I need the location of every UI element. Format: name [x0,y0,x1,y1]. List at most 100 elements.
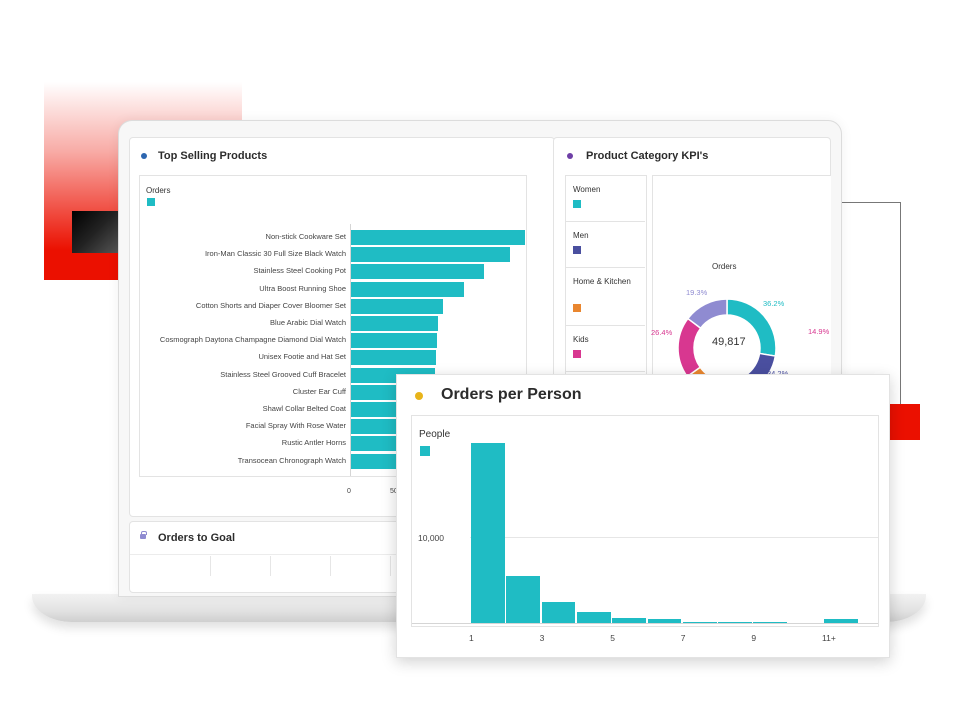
legend-label: Home & Kitchen [573,277,631,286]
legend-label-orders: Orders [146,186,171,195]
lock-icon [140,534,146,539]
legend-label: Men [573,231,589,240]
bar-category-label: Shawl Collar Belted Coat [262,404,346,413]
lock-shackle [141,531,147,535]
decorative-black-square [72,211,118,253]
bar[interactable] [351,264,484,280]
donut-center-value: 49,817 [712,336,746,348]
x-tick-label: 1 [469,633,474,643]
histogram-bar[interactable] [682,621,717,623]
x-tick-label: 3 [539,633,545,643]
goal-cell [390,556,391,576]
x-tick-label: 5 [610,633,615,643]
bar-category-label: Stainless Steel Cooking Pot [253,266,346,276]
y-tick-10000: 10,000 [418,533,444,543]
product-kpi-title: Product Category KPI's [586,150,709,162]
x-tick-label: 11+ [822,633,836,643]
donut-slice[interactable] [686,298,728,330]
bar-row[interactable]: Cosmograph Daytona Champagne Diamond Dia… [140,332,526,349]
histogram-bar[interactable] [612,617,646,623]
legend-label-people: People [419,429,451,440]
x-tick-0: 0 [347,488,351,495]
legend-label: Kids [573,335,589,344]
histogram-bar[interactable] [753,622,788,623]
histogram-x-ticks: 1 3 5 7 9 11+ [469,633,877,647]
legend-item-women[interactable]: Women [566,176,645,222]
bar[interactable] [351,333,437,349]
histogram-bar[interactable] [718,622,752,623]
bar-category-label: Cluster Ear Cuff [292,386,346,396]
x-tick-label: 7 [680,633,686,643]
donut-label-men: 34.2% [767,369,788,378]
legend-swatch-orders [147,198,155,206]
bar[interactable] [351,350,436,366]
histogram-bar[interactable] [647,619,682,623]
histogram-bar[interactable] [824,618,858,623]
decorative-red-square [888,404,920,440]
legend-swatch [573,246,581,254]
top-selling-bars: Non-stick Cookware Set Iron-Man Classic 3… [140,229,526,474]
histogram-baseline [412,623,878,624]
bar-category-label: Cosmograph Daytona Champagne Diamond Dia… [159,335,346,345]
histogram-bar[interactable] [506,575,541,623]
goal-cell [330,556,331,576]
histogram-bars [470,416,878,625]
bar-category-label: Rustic Antler Horns [281,438,346,448]
donut-label-kids: 26.4% [651,328,673,337]
bar-category-label: Blue Arabic Dial Watch [269,318,346,327]
histogram-area: People 10,000 [411,415,879,627]
histogram-bar[interactable] [541,602,576,623]
orders-to-goal-title: Orders to Goal [158,532,236,544]
gridline-10000 [470,537,878,538]
legend-swatch [573,200,581,208]
bar-category-label: Unisex Footie and Hat Set [258,352,346,362]
donut-label-women: 36.2% [763,299,785,308]
decorative-connector-line [838,202,901,413]
bar-category-label: Iron-Man Classic 30 Full Size Black Watc… [204,249,346,259]
donut-slice[interactable] [677,317,702,378]
bar-row[interactable]: Iron-Man Classic 30 Full Size Black Watc… [140,246,526,263]
bars-axis-line [350,224,351,476]
bar-category-label: Stainless Steel Grooved Cuff Bracelet [220,369,346,379]
donut-label-other: 19.3% [686,288,708,297]
kpi-legend: Women Men Home & Kitchen Kids [565,175,647,439]
legend-item-kids[interactable]: Kids [566,326,645,372]
histogram-bar[interactable] [471,442,505,623]
goal-cell [270,556,271,576]
bar[interactable] [351,247,510,263]
top-selling-title: Top Selling Products [158,150,268,162]
legend-swatch [573,304,581,312]
legend-item-men[interactable]: Men [566,222,645,268]
bar-row[interactable]: Unisex Footie and Hat Set [140,349,526,366]
x-tick-50: 50 [390,488,398,495]
legend-swatch-people [420,446,430,456]
bar-category-label: Non-stick Cookware Set [265,232,346,241]
dot-icon [141,153,147,159]
bar-row[interactable]: Stainless Steel Cooking Pot [140,263,526,280]
histogram-bar[interactable] [576,612,611,623]
bar-category-label: Ultra Boost Running Shoe [259,283,346,293]
bar[interactable] [351,298,443,314]
donut-label-outside: 14.9% [808,327,830,336]
legend-item-home-kitchen[interactable]: Home & Kitchen [566,268,645,326]
bar[interactable] [351,230,525,245]
bar[interactable] [351,316,438,331]
legend-label: Women [573,185,601,194]
orders-per-person-card: Orders per Person People 10,000 1 3 5 7 9 11+ [396,374,890,658]
bar-category-label: Transocean Chronograph Watch [237,455,346,465]
goal-cell [210,556,211,576]
bar-row[interactable]: Ultra Boost Running Shoe [140,281,526,297]
orders-per-person-title: Orders per Person [441,386,582,403]
bar-row[interactable]: Blue Arabic Dial Watch [140,315,526,331]
bar-row[interactable]: Cotton Shorts and Diaper Cover Bloomer S… [140,298,526,314]
goal-row-line [130,554,554,555]
dot-icon [567,153,573,159]
x-tick-label: 9 [751,633,757,643]
dot-icon [415,392,423,400]
legend-swatch [573,350,581,358]
bar-category-label: Facial Spray With Rose Water [245,421,346,431]
bar[interactable] [351,281,464,297]
bar-category-label: Cotton Shorts and Diaper Cover Bloomer S… [195,300,346,310]
donut-title: Orders [712,262,737,271]
bar-row[interactable]: Non-stick Cookware Set [140,229,526,245]
